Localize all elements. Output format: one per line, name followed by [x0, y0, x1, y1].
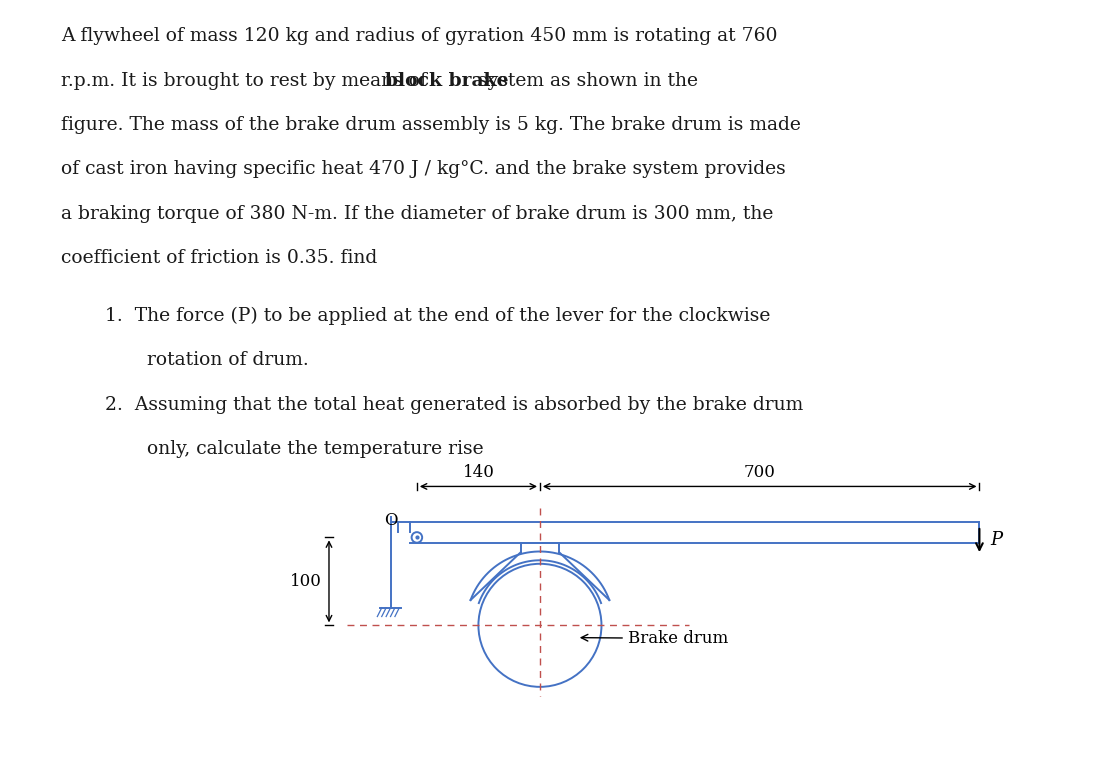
- Text: coefficient of friction is 0.35. find: coefficient of friction is 0.35. find: [61, 249, 377, 267]
- Text: Brake drum: Brake drum: [581, 630, 728, 647]
- Text: r.p.m. It is brought to rest by means of: r.p.m. It is brought to rest by means of: [61, 72, 433, 90]
- Text: block brake: block brake: [385, 72, 508, 90]
- Text: rotation of drum.: rotation of drum.: [147, 351, 308, 369]
- Text: 140: 140: [463, 464, 494, 481]
- Text: 2.  Assuming that the total heat generated is absorbed by the brake drum: 2. Assuming that the total heat generate…: [105, 396, 803, 414]
- Text: of cast iron having specific heat 470 J / kg°C. and the brake system provides: of cast iron having specific heat 470 J …: [61, 160, 786, 178]
- Text: system as shown in the: system as shown in the: [472, 72, 697, 90]
- Text: a braking torque of 380 N-m. If the diameter of brake drum is 300 mm, the: a braking torque of 380 N-m. If the diam…: [61, 205, 773, 223]
- Text: 1.  The force (P) to be applied at the end of the lever for the clockwise: 1. The force (P) to be applied at the en…: [105, 307, 770, 326]
- Text: only, calculate the temperature rise: only, calculate the temperature rise: [147, 440, 484, 458]
- Text: P: P: [990, 531, 1002, 549]
- Text: figure. The mass of the brake drum assembly is 5 kg. The brake drum is made: figure. The mass of the brake drum assem…: [61, 116, 801, 134]
- Text: 100: 100: [291, 573, 322, 590]
- Text: A flywheel of mass 120 kg and radius of gyration 450 mm is rotating at 760: A flywheel of mass 120 kg and radius of …: [61, 27, 777, 45]
- Text: 700: 700: [744, 464, 776, 481]
- Text: O: O: [383, 512, 398, 529]
